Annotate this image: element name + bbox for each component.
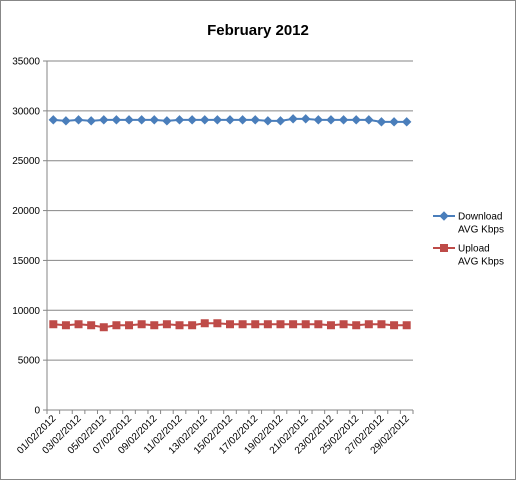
data-point (313, 115, 324, 125)
data-point (111, 115, 122, 125)
data-point (74, 320, 83, 329)
data-point (289, 320, 298, 329)
data-point (61, 116, 71, 126)
data-point (301, 320, 310, 329)
data-point (275, 116, 286, 126)
y-tick-label: 35000 (12, 57, 40, 68)
data-point (136, 115, 147, 125)
data-point (238, 320, 247, 329)
data-point (401, 117, 412, 127)
y-tick-label: 20000 (12, 206, 40, 217)
x-axis-ticks: 01/02/201203/02/201205/02/201207/02/2012… (15, 413, 412, 456)
data-point (87, 321, 96, 330)
data-point (237, 115, 248, 125)
y-tick-label: 15000 (12, 256, 40, 267)
data-point (250, 115, 260, 125)
data-point (439, 211, 449, 221)
data-point (364, 320, 373, 329)
data-point (137, 320, 146, 329)
legend-entry: Download AVG Kbps (433, 211, 504, 236)
y-axis-ticks: 0 5000 10000 15000 20000 25000 30000 35000 (12, 57, 40, 417)
data-point (200, 319, 209, 328)
data-point (162, 320, 171, 329)
y-tick-label: 5000 (18, 356, 41, 367)
data-point (212, 115, 223, 125)
data-point (213, 319, 222, 328)
chart-title: February 2012 (207, 22, 309, 39)
data-point (263, 320, 272, 329)
data-point (112, 321, 121, 330)
axes (43, 60, 414, 414)
data-point (377, 320, 386, 329)
data-point (338, 115, 349, 125)
data-point (174, 115, 185, 125)
data-point (263, 116, 273, 126)
data-point (251, 320, 260, 329)
y-tick-label: 0 (34, 406, 40, 417)
data-point (402, 321, 411, 330)
data-point (49, 320, 58, 329)
y-tick-label: 10000 (12, 306, 40, 317)
data-point (226, 320, 234, 329)
data-point (326, 115, 336, 125)
series-group (49, 319, 411, 332)
data-point (61, 321, 70, 330)
data-point (149, 115, 159, 125)
data-point (314, 320, 323, 329)
data-point (276, 320, 285, 329)
data-point (48, 115, 59, 125)
data-point (225, 115, 235, 125)
legend-label: AVG Kbps (458, 257, 504, 268)
data-point (150, 321, 159, 330)
data-point (200, 115, 210, 125)
data-point (86, 116, 96, 126)
legend-label: Download (458, 212, 502, 223)
data-point (440, 244, 448, 252)
y-tick-label: 25000 (12, 156, 40, 167)
y-tick-label: 30000 (12, 106, 40, 117)
data-point (339, 320, 348, 329)
data-point (326, 321, 335, 330)
data-point (99, 115, 109, 125)
data-point (175, 321, 184, 330)
series-group (48, 114, 412, 127)
data-point (99, 323, 108, 332)
data-point (364, 115, 374, 125)
data-point (288, 114, 298, 124)
data-point (389, 117, 399, 127)
data-point (73, 115, 84, 125)
legend-label: AVG Kbps (458, 225, 504, 236)
data-point (125, 321, 134, 330)
data-point (352, 321, 361, 330)
data-point (162, 116, 172, 126)
data-point (351, 115, 361, 125)
series (48, 114, 412, 332)
gridlines (47, 60, 413, 361)
data-point (301, 114, 311, 124)
data-point (376, 117, 387, 127)
data-point (187, 115, 197, 125)
legend-entry: Upload AVG Kbps (433, 244, 504, 268)
data-point (124, 115, 134, 125)
legend-label: Upload (458, 244, 490, 255)
data-point (390, 321, 399, 330)
legend: Download AVG Kbps Upload AVG Kbps (433, 211, 504, 268)
data-point (188, 321, 197, 330)
